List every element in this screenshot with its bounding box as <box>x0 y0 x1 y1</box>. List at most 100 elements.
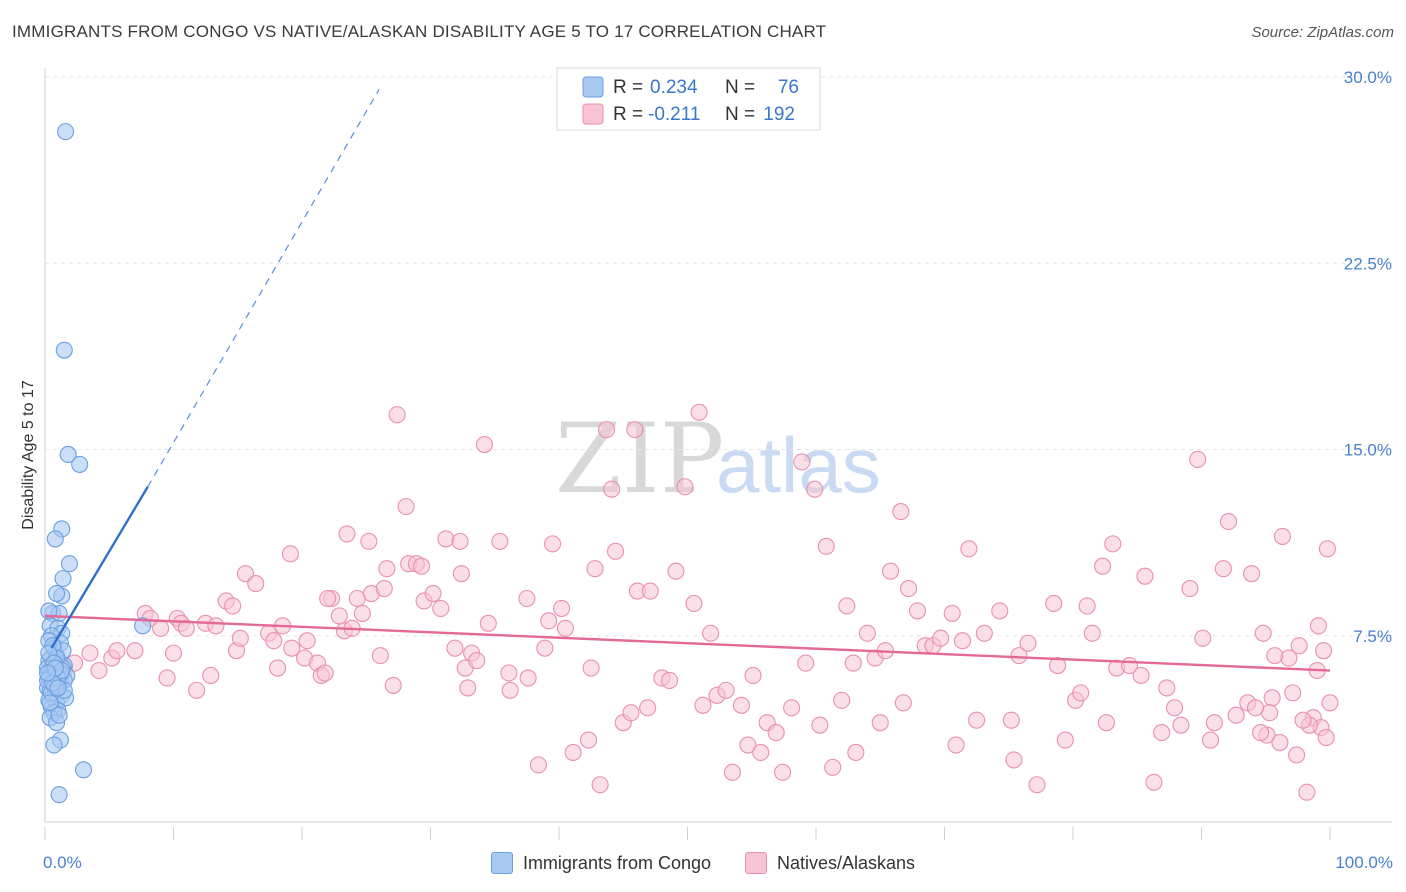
native-point <box>975 624 993 642</box>
native-point <box>660 671 679 690</box>
native-point <box>806 480 824 498</box>
congo-point <box>46 530 64 548</box>
native-point <box>582 659 600 677</box>
native-point <box>432 599 450 617</box>
native-point <box>597 421 616 439</box>
native-point <box>540 612 558 630</box>
native-point <box>553 599 571 617</box>
native-point <box>1254 624 1272 642</box>
native-point <box>1172 716 1190 734</box>
native-point <box>177 619 195 637</box>
stats-legend-r-label-native: R = <box>613 104 643 125</box>
congo-point <box>59 445 77 464</box>
native-point <box>871 714 889 732</box>
native-point <box>1189 450 1207 468</box>
stats-legend-r-native: -0.211 <box>648 104 700 125</box>
legend-swatch-congo <box>490 852 513 874</box>
native-point <box>586 560 604 578</box>
native-point <box>412 557 431 575</box>
y-tick-label: 22.5% <box>1344 254 1392 273</box>
native-point <box>1227 706 1245 724</box>
native-point <box>1290 637 1308 655</box>
native-point <box>968 711 986 729</box>
legend-item-native: Natives/Alaskans <box>745 852 915 874</box>
legend-label-native: Natives/Alaskans <box>777 852 916 873</box>
native-point <box>1201 731 1220 749</box>
legend-swatch-native <box>745 852 767 874</box>
native-point <box>1214 560 1232 578</box>
congo-point <box>41 694 59 712</box>
native-point <box>960 540 978 558</box>
native-point <box>424 584 442 603</box>
congo-point <box>50 786 68 804</box>
native-point <box>1205 714 1223 732</box>
native-point <box>899 580 918 598</box>
native-point <box>384 676 402 694</box>
stats-legend-r-label-congo: R = <box>613 77 643 98</box>
congo-point <box>54 570 72 588</box>
congo-point <box>45 736 63 754</box>
native-point <box>316 664 334 682</box>
native-point <box>564 743 582 762</box>
native-point <box>817 537 835 555</box>
native-point <box>723 763 742 781</box>
native-point <box>1271 733 1289 752</box>
native-point <box>858 624 876 642</box>
native-point <box>1056 731 1074 749</box>
native-point <box>1273 527 1292 545</box>
native-point <box>1284 684 1302 702</box>
y-tick-label: 15.0% <box>1344 441 1392 460</box>
native-point <box>1266 647 1284 665</box>
native-point <box>1028 776 1046 794</box>
native-point <box>152 619 170 637</box>
native-point <box>1010 647 1028 665</box>
congo-trend-line <box>50 486 149 649</box>
stats-legend-swatch-congo <box>582 76 604 98</box>
native-point <box>298 632 316 650</box>
native-point <box>811 716 829 734</box>
legend-label-congo: Immigrants from Congo <box>522 852 711 873</box>
native-point <box>844 654 862 672</box>
x-tick-label-min: 0.0% <box>43 853 82 872</box>
native-point <box>378 560 396 578</box>
native-point <box>501 681 519 699</box>
native-point <box>732 696 751 714</box>
native-point <box>580 731 598 749</box>
native-point <box>1072 684 1090 702</box>
stats-legend-n-label-congo: N = <box>725 77 755 98</box>
native-point <box>360 532 378 550</box>
native-point <box>947 736 965 754</box>
native-point <box>269 659 287 677</box>
native-point <box>752 743 770 762</box>
native-point <box>1078 597 1096 615</box>
native-point <box>491 532 509 550</box>
congo-point <box>39 664 57 682</box>
native-point <box>1002 711 1020 729</box>
native-point <box>188 681 206 699</box>
native-point <box>739 736 757 754</box>
native-point <box>1097 714 1115 732</box>
native-point <box>231 629 249 647</box>
native-point <box>1136 567 1154 585</box>
native-point <box>1298 783 1316 801</box>
series-legend: Immigrants from Congo Natives/Alaskans <box>0 852 1406 874</box>
native-point <box>1288 746 1306 764</box>
native-point <box>797 654 815 672</box>
native-point <box>330 607 348 625</box>
congo-point <box>60 555 78 573</box>
native-point <box>1261 704 1279 722</box>
native-point <box>1219 512 1238 531</box>
native-point <box>793 453 811 471</box>
native-point <box>953 632 972 650</box>
congo-point <box>57 123 75 141</box>
watermark-zip: ZIP <box>555 403 724 515</box>
congo-points <box>39 123 152 804</box>
native-point <box>702 624 720 642</box>
legend-item-congo: Immigrants from Congo <box>490 852 711 874</box>
native-point <box>1294 711 1312 729</box>
native-point <box>1252 724 1270 742</box>
native-point <box>556 619 574 637</box>
native-point <box>639 699 657 717</box>
native-point <box>1165 699 1184 717</box>
